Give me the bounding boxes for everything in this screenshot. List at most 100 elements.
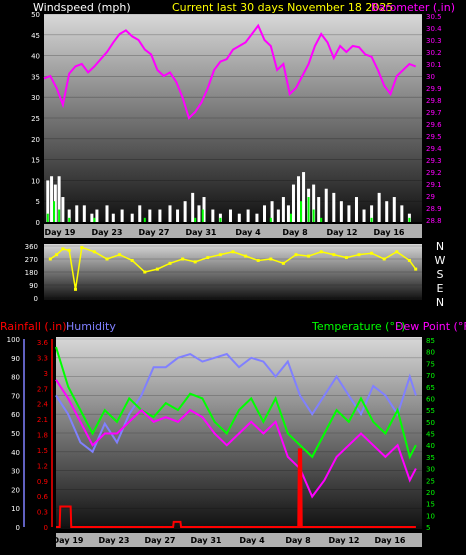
wind-tick-label: 30 (31, 94, 40, 102)
humidity-tick-label: 50 (11, 430, 20, 438)
baro-tick-label: 29 (426, 193, 435, 201)
temperature-tick-label: 15 (426, 501, 435, 509)
wind-gust-bar (291, 184, 295, 222)
temperature-tick-label: 5 (426, 524, 430, 532)
direction-line (49, 246, 417, 290)
wind-gust-bar (392, 197, 396, 222)
baro-tick-label: 29.5 (426, 133, 442, 141)
date-label: Day 8 (285, 536, 311, 545)
wind-avg-bar (320, 217, 323, 222)
wind-gust-bar (57, 176, 61, 222)
direction-tick-label: 360 (25, 243, 38, 251)
direction-tick-label: 90 (29, 282, 38, 290)
date-label: Day 12 (329, 536, 360, 545)
wind-avg-bar (307, 197, 310, 222)
baro-tick-label: 30.5 (426, 13, 442, 21)
rainfall-tick-label: 0.3 (37, 509, 48, 517)
temperature-label: Temperature (°F) (311, 320, 406, 333)
temperature-tick-label: 25 (426, 477, 435, 485)
baro-tick-label: 29.2 (426, 169, 442, 177)
direction-tick-label: 0 (34, 295, 38, 303)
wind-gust-bar (362, 209, 366, 222)
rainfall-tick-label: 1.2 (37, 462, 48, 470)
baro-tick-label: 28.9 (426, 205, 442, 213)
wind-gust-bar (339, 201, 343, 222)
humidity-tick-label: 80 (11, 374, 20, 382)
wind-gust-bar (385, 201, 389, 222)
wind-gust-bar (191, 192, 195, 222)
wind-avg-bar (408, 217, 411, 222)
humidity-tick-label: 90 (11, 355, 20, 363)
rainfall-tick-label: 0 (44, 524, 48, 532)
humidity-line (55, 352, 417, 454)
barometer-label: Barometer (.in) (371, 1, 455, 14)
wind-avg-bar (93, 217, 96, 222)
humidity-tick-label: 70 (11, 392, 20, 400)
humidity-tick-label: 10 (11, 505, 20, 513)
direction-tick-label: 180 (25, 269, 38, 277)
wind-avg-bar (46, 213, 49, 222)
date-label: Day 12 (327, 228, 358, 237)
temperature-tick-label: 30 (426, 466, 435, 474)
date-label: Day 19 (53, 536, 84, 545)
baro-tick-label: 29.4 (426, 145, 442, 153)
wind-gust-bars (46, 172, 411, 222)
wind-date-band (44, 224, 422, 238)
rainfall-tick-label: 2.1 (37, 416, 48, 424)
rainfall-line (56, 505, 416, 528)
wind-tick-label: 40 (31, 53, 40, 61)
wind-baro-grid (44, 13, 422, 223)
rainfall-tick-label: 3.6 (37, 339, 49, 347)
wind-gust-bar (61, 197, 65, 222)
date-label: Day 27 (139, 228, 170, 237)
wind-avg-bar (289, 213, 292, 222)
rainfall-axis: 3.6 3.3 3 2.7 2.4 2.1 1.8 1.5 1.2 0.9 0.6 0.3 0 (37, 339, 49, 532)
wind-gust-bar (46, 180, 50, 222)
wind-gust-bar (130, 213, 134, 222)
wind-tick-label: 20 (31, 136, 40, 144)
rainfall-tick-label: 2.7 (37, 385, 48, 393)
date-label: Day 16 (375, 536, 406, 545)
windspeed-label: Windspeed (mph) (33, 1, 131, 14)
baro-tick-label: 30.2 (426, 49, 442, 57)
wind-gust-bar (111, 213, 115, 222)
wind-avg-bar (68, 217, 71, 222)
wind-gust-bar (90, 213, 94, 222)
temperature-axis: 85 80 75 70 65 60 55 50 45 40 35 30 25 20 15 10 5 (426, 337, 435, 532)
temperature-line (55, 346, 417, 460)
temperature-tick-label: 10 (426, 512, 435, 520)
wind-gust-bar (158, 209, 162, 222)
compass-label: W (435, 254, 446, 267)
humidity-tick-label: 60 (11, 411, 20, 419)
direction-tick-label: 270 (25, 256, 38, 264)
rainfall-tick-label: 0.9 (37, 478, 48, 486)
date-label: Day 8 (282, 228, 308, 237)
temperature-tick-label: 50 (426, 419, 435, 427)
wind-gust-bar (332, 192, 336, 222)
humidity-tick-label: 100 (7, 336, 20, 344)
rainfall-tick-label: 1.5 (37, 447, 48, 455)
wind-gust-bar (211, 209, 215, 222)
rainfall-tick-label: 3.3 (37, 354, 48, 362)
baro-tick-label: 30 (426, 73, 435, 81)
wind-avg-bar (300, 201, 303, 222)
direction-axis: 360 270 180 90 0 (25, 243, 38, 303)
baro-tick-label: 30.4 (426, 25, 442, 33)
wind-avg-bars (46, 197, 411, 222)
direction-series (48, 245, 418, 291)
wind-gust-bar (317, 197, 321, 222)
wind-tick-label: 10 (31, 177, 40, 185)
temperature-tick-label: 75 (426, 360, 435, 368)
rainfall-label: Rainfall (.in) (0, 320, 67, 333)
temperature-tick-label: 65 (426, 384, 435, 392)
wind-avg-bar (194, 217, 197, 222)
date-label: Day 23 (99, 536, 130, 545)
rainfall-tick-label: 2.4 (37, 401, 49, 409)
temperature-tick-label: 55 (426, 407, 435, 415)
wind-gust-bar (183, 201, 187, 222)
wind-gust-bar (324, 188, 328, 222)
wind-gust-bar (228, 209, 232, 222)
